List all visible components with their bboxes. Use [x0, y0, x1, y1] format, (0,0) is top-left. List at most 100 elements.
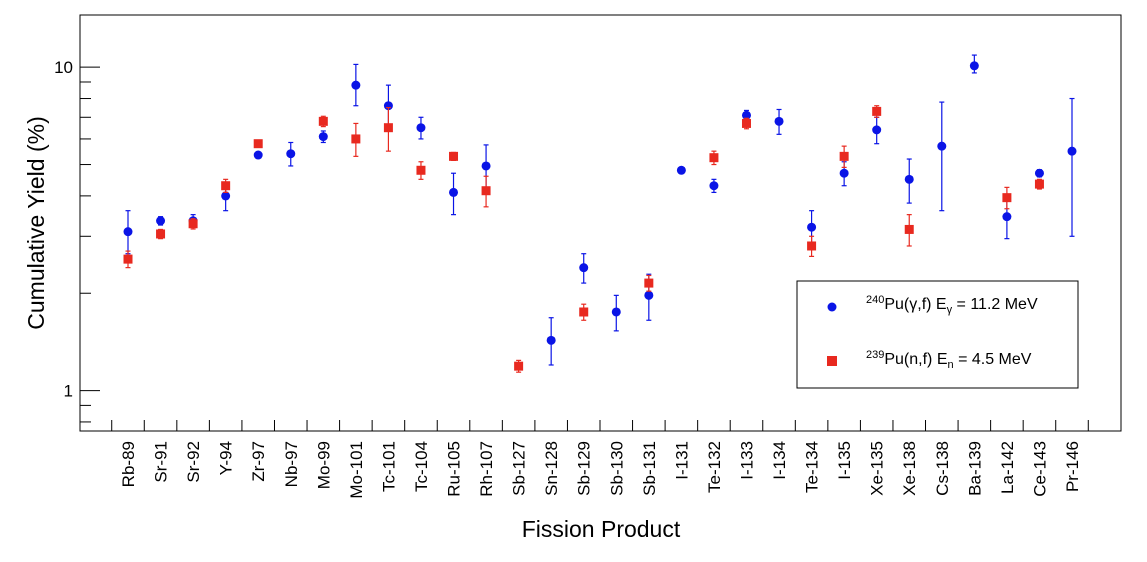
marker-square: [1002, 193, 1012, 203]
marker-circle: [969, 61, 979, 71]
x-tick-label: Xe-135: [868, 441, 887, 496]
x-axis: Rb-89 Sr-91 Sr-92 Y-94 Zr-97 Nb-97 Mo-99 Mo-101…: [111, 420, 1089, 499]
data-point-series-2: [253, 139, 263, 149]
x-tick-label: Sb-129: [575, 441, 594, 496]
x-tick-label: Sb-127: [510, 441, 529, 496]
x-tick-label: Zr-97: [249, 441, 268, 482]
legend: 240Pu(γ,f) Eγ = 11.2 MeV 239Pu(n,f) En =…: [796, 280, 1079, 389]
marker-circle: [937, 141, 947, 151]
data-point-series-1: [1034, 168, 1044, 178]
x-tick-label: Sn-128: [542, 441, 561, 496]
marker-square: [351, 134, 361, 144]
data-point-series-1: [123, 210, 133, 255]
data-point-series-1: [969, 54, 979, 74]
x-tick-label: Nb-97: [282, 441, 301, 487]
x-tick-label: Te-134: [803, 441, 822, 493]
marker-circle: [1002, 212, 1012, 222]
marker-circle: [774, 116, 784, 126]
data-point-series-2: [579, 303, 589, 321]
marker-square: [741, 118, 751, 128]
marker-square: [904, 224, 914, 234]
marker-circle: [351, 80, 361, 90]
x-tick-label: Mo-101: [347, 441, 366, 499]
marker-square: [123, 254, 133, 264]
marker-circle: [123, 227, 133, 237]
x-tick-label: Sb-131: [640, 441, 659, 496]
data-point-series-1: [611, 294, 621, 332]
marker-circle: [611, 307, 621, 317]
x-tick-label: Tc-104: [412, 441, 431, 492]
x-tick-label: Ce-143: [1030, 441, 1049, 497]
data-point-series-2: [351, 122, 361, 157]
data-point-series-2: [807, 235, 817, 257]
data-point-series-2: [839, 145, 849, 168]
data-point-series-2: [741, 117, 751, 130]
marker-circle: [904, 174, 914, 184]
x-tick-label: Mo-99: [314, 441, 333, 489]
x-tick-label: La-142: [998, 441, 1017, 494]
marker-square: [807, 241, 817, 251]
data-point-series-2: [188, 218, 198, 230]
data-point-series-2: [383, 106, 393, 152]
x-tick-label: Xe-138: [900, 441, 919, 496]
marker-circle: [1067, 146, 1077, 156]
marker-circle: [1034, 168, 1044, 178]
marker-square: [644, 278, 654, 288]
data-point-series-1: [937, 101, 947, 212]
legend-box: [796, 280, 1079, 389]
marker-square: [156, 229, 166, 239]
x-tick-label: Te-132: [705, 441, 724, 493]
marker-square: [872, 106, 882, 116]
data-point-series-1: [774, 108, 784, 135]
data-point-series-1: [351, 63, 361, 107]
data-point-series-1: [449, 172, 459, 216]
marker-square: [709, 153, 719, 163]
x-tick-label: I-131: [672, 441, 691, 480]
data-point-series-2: [644, 274, 654, 292]
data-point-series-2: [1034, 178, 1044, 190]
data-points: [123, 54, 1077, 373]
data-point-series-2: [416, 161, 426, 180]
x-tick-label: Pr-146: [1063, 441, 1082, 492]
marker-square: [383, 123, 393, 133]
data-point-series-1: [156, 216, 166, 226]
data-point-series-2: [1002, 186, 1012, 210]
legend-marker-series-2: [827, 356, 837, 366]
data-point-series-2: [514, 359, 524, 373]
y-axis-title: Cumulative Yield (%): [23, 116, 49, 329]
x-tick-label: Sr-91: [152, 441, 171, 483]
legend-label-series-2: 239Pu(n,f) En = 4.5 MeV: [866, 349, 1032, 371]
x-tick-label: Rh-107: [477, 441, 496, 497]
data-point-series-2: [123, 250, 133, 269]
x-axis-title: Fission Product: [522, 516, 681, 542]
data-point-series-1: [253, 150, 263, 160]
data-point-series-1: [709, 178, 719, 194]
x-tick-label: Sr-92: [184, 441, 203, 483]
marker-square: [481, 186, 491, 196]
x-tick-label: Y-94: [217, 441, 236, 475]
marker-square: [318, 116, 328, 126]
marker-circle: [872, 125, 882, 135]
marker-square: [579, 307, 589, 317]
marker-circle: [807, 222, 817, 232]
marker-square: [1034, 179, 1044, 189]
marker-square: [253, 139, 263, 149]
data-point-series-1: [546, 317, 556, 366]
data-point-series-2: [872, 105, 882, 118]
data-point-series-2: [318, 115, 328, 128]
marker-square: [188, 219, 198, 229]
data-point-series-1: [579, 253, 589, 284]
y-tick-label: 1: [64, 382, 73, 401]
x-tick-label: I-135: [835, 441, 854, 480]
data-point-series-2: [156, 228, 166, 240]
x-tick-label: Cs-138: [933, 441, 952, 496]
x-tick-label: Tc-101: [379, 441, 398, 492]
marker-square: [221, 181, 231, 191]
data-point-series-1: [318, 130, 328, 144]
marker-square: [449, 151, 459, 161]
marker-square: [416, 165, 426, 175]
data-point-series-1: [286, 141, 296, 167]
y-tick-label: 10: [54, 58, 73, 77]
legend-label-series-1: 240Pu(γ,f) Eγ = 11.2 MeV: [866, 294, 1038, 316]
x-tick-label: Rb-89: [119, 441, 138, 487]
